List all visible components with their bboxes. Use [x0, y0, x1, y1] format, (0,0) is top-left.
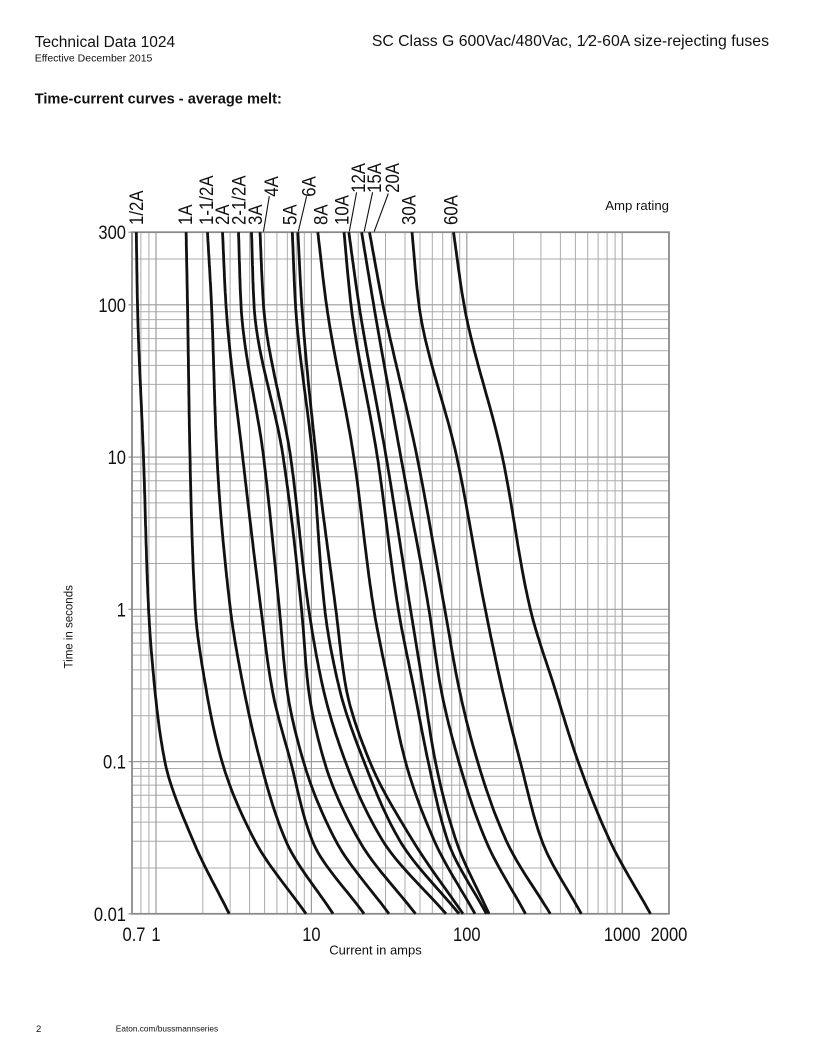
svg-text:2A: 2A: [212, 204, 233, 225]
svg-text:Time-current curves - average: Time-current curves - average melt:: [35, 92, 282, 108]
svg-text:0.01: 0.01: [94, 904, 126, 925]
svg-text:20A: 20A: [382, 163, 403, 193]
svg-text:1000: 1000: [604, 924, 641, 945]
svg-text:5A: 5A: [280, 204, 301, 225]
svg-text:12A: 12A: [348, 163, 369, 193]
svg-text:0.1: 0.1: [103, 752, 126, 773]
svg-text:Technical Data 1024: Technical Data 1024: [35, 34, 176, 51]
svg-text:Eaton.com/bussmannseries: Eaton.com/bussmannseries: [116, 1024, 218, 1034]
svg-text:3A: 3A: [245, 204, 266, 225]
svg-text:8A: 8A: [310, 204, 331, 225]
svg-text:SC Class G 600Vac/480Vac, 1⁄2-: SC Class G 600Vac/480Vac, 1⁄2-60A size-r…: [372, 33, 769, 50]
svg-text:10: 10: [108, 447, 126, 468]
svg-text:10A: 10A: [332, 195, 353, 225]
svg-text:Time in seconds: Time in seconds: [64, 585, 76, 669]
svg-text:1A: 1A: [175, 204, 196, 225]
svg-text:30A: 30A: [399, 195, 420, 225]
svg-text:10: 10: [302, 924, 320, 945]
svg-text:2: 2: [36, 1024, 41, 1035]
svg-text:Amp rating: Amp rating: [605, 198, 669, 213]
svg-text:100: 100: [98, 295, 126, 316]
svg-text:2-1/2A: 2-1/2A: [229, 175, 250, 225]
svg-text:2000: 2000: [651, 924, 688, 945]
svg-text:15A: 15A: [364, 163, 385, 193]
svg-text:1: 1: [151, 924, 160, 945]
svg-text:1: 1: [117, 599, 126, 620]
svg-text:Current in amps: Current in amps: [329, 943, 422, 958]
svg-text:6A: 6A: [298, 176, 319, 197]
svg-text:60A: 60A: [441, 195, 462, 225]
svg-text:100: 100: [453, 924, 481, 945]
svg-text:1/2A: 1/2A: [126, 190, 147, 225]
svg-text:Effective December 2015: Effective December 2015: [35, 53, 153, 65]
svg-text:1-1/2A: 1-1/2A: [196, 175, 217, 225]
svg-text:4A: 4A: [261, 176, 282, 197]
svg-text:0.7: 0.7: [123, 924, 146, 945]
svg-text:300: 300: [98, 222, 126, 243]
